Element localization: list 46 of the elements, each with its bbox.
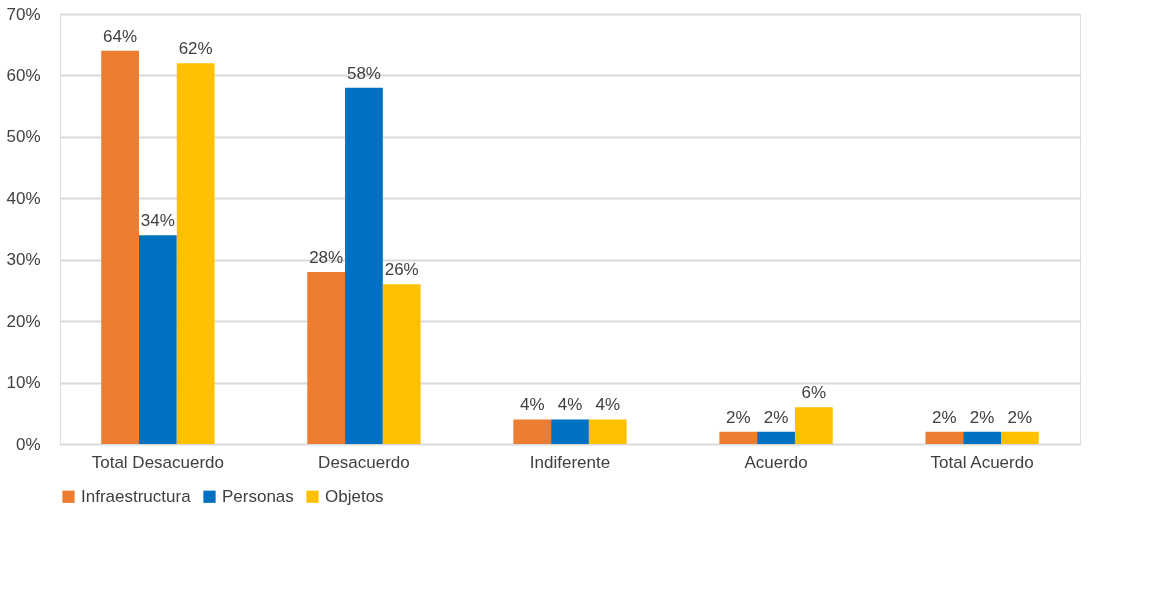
data-label: 28% [309, 248, 344, 267]
bar [101, 50, 139, 444]
data-label: 4% [557, 395, 583, 415]
x-tick-label: Desacuerdo [318, 452, 410, 472]
bar [719, 431, 758, 444]
data-label: 34% [140, 211, 175, 231]
x-tick-label: Total Desacuerdo [91, 452, 225, 472]
legend-label: Personas [222, 486, 294, 506]
y-tick-label: 20% [6, 311, 41, 331]
data-label: 2% [763, 407, 789, 427]
data-label: 2% [932, 407, 957, 427]
x-tick-label: Acuerdo [744, 452, 808, 472]
bar [176, 63, 215, 444]
bar [345, 87, 383, 444]
y-tick-label: 70% [6, 4, 41, 24]
y-tick-label: 50% [6, 127, 41, 147]
bar [794, 407, 833, 444]
bar [307, 272, 346, 444]
data-label: 62% [178, 39, 213, 59]
bar [963, 431, 1002, 444]
data-label: 4% [595, 395, 621, 415]
x-tick-label: Total Acuerdo [930, 452, 1034, 472]
bar [588, 419, 627, 444]
y-tick-label: 30% [6, 250, 41, 270]
y-tick-label: 10% [6, 373, 41, 393]
data-label: 58% [346, 63, 381, 83]
bar [513, 419, 552, 444]
data-label: 64% [103, 26, 138, 46]
x-tick-label: Indiferente [529, 452, 611, 472]
bar [551, 419, 589, 444]
bar [382, 284, 421, 444]
legend-label: Infraestructura [81, 486, 192, 506]
y-tick-label: 40% [6, 188, 41, 208]
y-tick-label: 60% [6, 65, 41, 85]
data-label: 2% [969, 407, 995, 427]
bar [1001, 431, 1039, 444]
bar [138, 235, 177, 444]
bar [925, 431, 964, 444]
data-label: 6% [801, 383, 827, 403]
bar [757, 431, 795, 444]
data-label: 2% [725, 407, 751, 427]
data-label: 4% [519, 395, 545, 415]
data-label: 26% [384, 260, 419, 280]
data-label: 2% [1007, 407, 1033, 427]
legend-label: Objetos [325, 486, 384, 506]
y-tick-label: 0% [15, 434, 41, 454]
